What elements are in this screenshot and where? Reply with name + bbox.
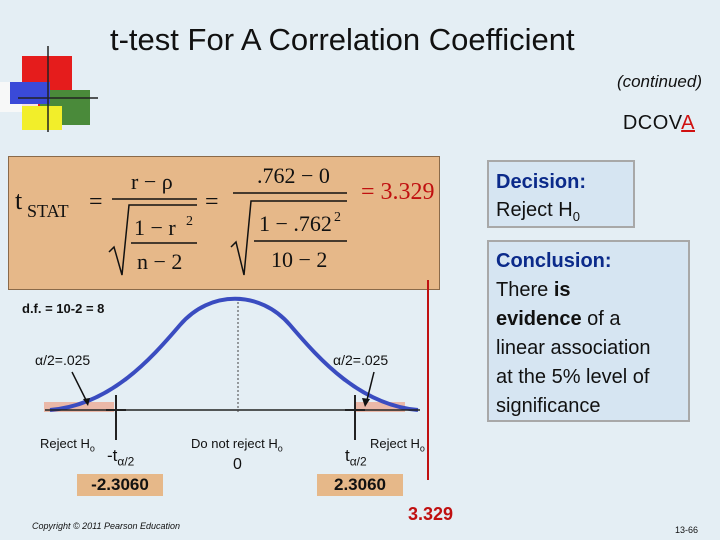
formula-eq-1: = [89, 189, 103, 215]
t-right-sub: α/2 [349, 454, 367, 469]
conclusion-heading: Conclusion: [496, 250, 612, 272]
t-left-sub: α/2 [117, 454, 135, 469]
t-right-text: t [345, 446, 350, 465]
slide-title: t-test For A Correlation Coefficient [110, 22, 575, 57]
critical-value-left: -2.3060 [77, 474, 163, 496]
reject-left-text: Reject H [40, 436, 90, 451]
conclusion-line-2: evidence of a [496, 305, 688, 334]
conclusion-line2-bold: evidence [496, 308, 582, 330]
formula-den-1b: n − 2 [137, 249, 182, 274]
page-number: 13-66 [675, 525, 699, 535]
t-distribution-diagram [44, 280, 429, 480]
t-right-label: tα/2 [345, 446, 367, 468]
blue-square [10, 82, 50, 104]
conclusion-line-5: significance [496, 395, 601, 417]
decision-heading: Decision: [496, 171, 587, 193]
reject-right-sub: o [419, 443, 425, 454]
sqrt-sign-2 [230, 200, 347, 276]
formula-den-2a: 1 − .762 [259, 211, 332, 236]
zero-label: 0 [233, 456, 242, 473]
alpha-right-label: α/2=.025 [333, 352, 389, 368]
do-not-reject-label: Do not reject Ho [191, 436, 283, 454]
conclusion-line1-text: There [496, 279, 554, 301]
conclusion-line-3: linear association [496, 337, 651, 359]
right-reject-region [355, 402, 405, 412]
do-not-reject-text: Do not reject H [191, 436, 278, 451]
do-not-reject-sub: o [277, 443, 283, 454]
decorative-logo [0, 46, 98, 132]
decision-box: Decision: Reject H0 [487, 160, 635, 228]
alpha-left-label: α/2=.025 [35, 352, 91, 368]
dcova-highlight: A [681, 112, 695, 134]
reject-left-label: Reject Ho [40, 436, 95, 454]
degrees-of-freedom: d.f. = 10-2 = 8 [22, 301, 105, 316]
conclusion-line1-bold: is [553, 279, 571, 301]
t-stat-formula: t STAT = r − ρ 1 − r 2 n − 2 = .762 − 0 … [15, 163, 435, 276]
critical-value-right: 2.3060 [317, 474, 403, 496]
left-reject-region [44, 402, 114, 412]
decision-sub: 0 [572, 209, 580, 224]
continued-label: (continued) [616, 72, 702, 91]
t-stat-value: 3.329 [408, 504, 454, 524]
bell-curve [49, 296, 419, 412]
conclusion-line2-text: of a [581, 308, 621, 330]
reject-right-text: Reject H [370, 436, 420, 451]
decision-label: Reject H [496, 199, 573, 221]
decision-text: Reject H0 [496, 196, 633, 231]
sqrt-sign-1 [108, 204, 197, 276]
formula-num-1: r − ρ [131, 169, 173, 194]
reject-left-sub: o [89, 443, 95, 454]
copyright: Copyright © 2011 Pearson Education [32, 521, 181, 531]
conclusion-box: Conclusion: There is evidence of a linea… [487, 240, 690, 422]
alpha-right-pointer [365, 371, 375, 405]
formula-result: = 3.329 [361, 179, 435, 205]
conclusion-line-4: at the 5% level of [496, 366, 650, 388]
formula-num-2: .762 − 0 [257, 163, 330, 188]
formula-box: t STAT = r − ρ 1 − r 2 n − 2 = .762 − 0 … [8, 156, 440, 290]
formula-den-1a: 1 − r [134, 215, 176, 240]
dcova-text: DCOV [622, 112, 682, 134]
formula-eq-2: = [205, 189, 219, 215]
t-left-text: -t [107, 446, 118, 465]
formula-t: t [15, 186, 23, 215]
dcova-label: DCOVA [623, 112, 695, 135]
t-left-label: -tα/2 [107, 446, 134, 468]
formula-sq-1: 2 [186, 214, 193, 229]
conclusion-line-1: There is [496, 276, 688, 305]
formula-sq-2: 2 [334, 210, 341, 225]
yellow-square [22, 106, 62, 130]
reject-right-label: Reject Ho [370, 436, 425, 454]
formula-den-2b: 10 − 2 [271, 247, 327, 272]
formula-stat: STAT [27, 201, 69, 221]
alpha-left-pointer [71, 371, 89, 405]
